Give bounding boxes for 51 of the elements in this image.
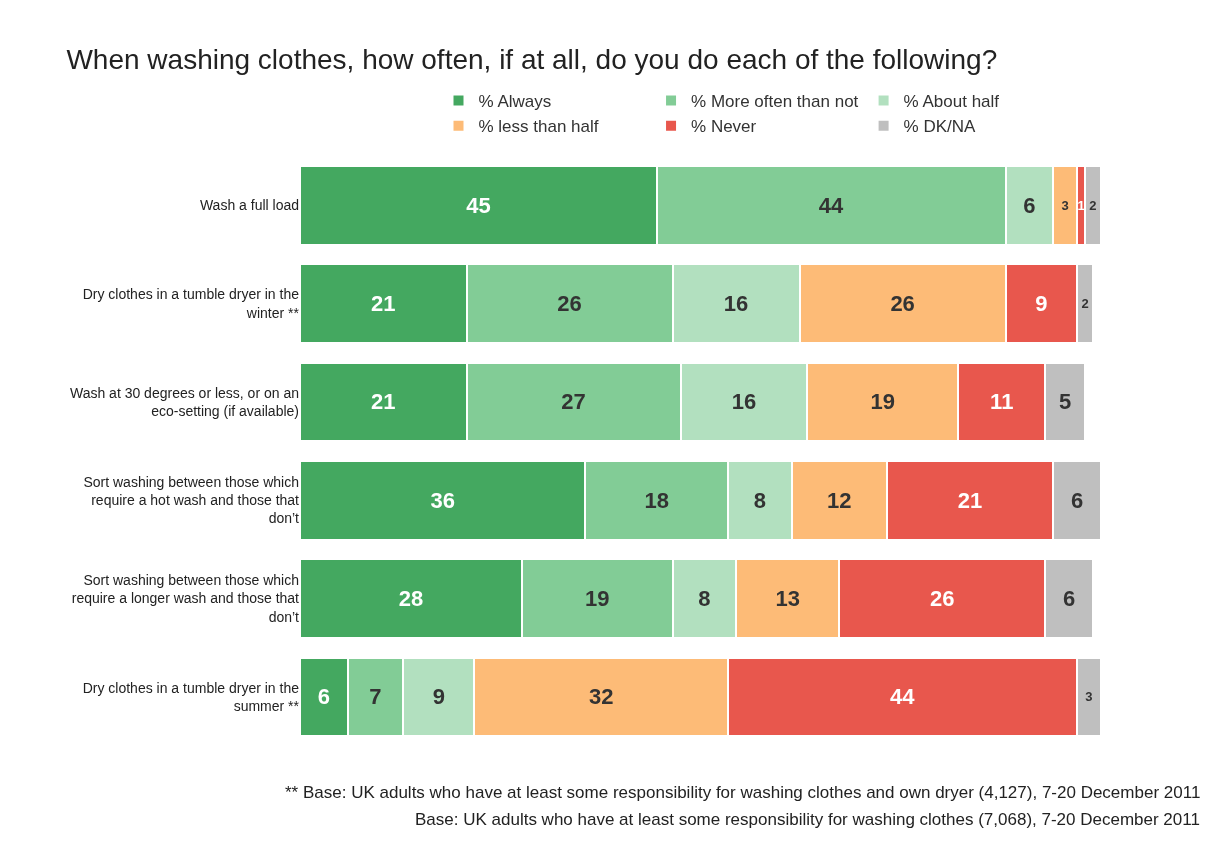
data-label: 16 <box>723 291 749 317</box>
data-label: 32 <box>589 684 614 710</box>
data-label: 6 <box>317 684 330 710</box>
data-label: 44 <box>890 684 916 710</box>
data-label: 19 <box>870 389 896 415</box>
text: ** Base: UK adults who have at least some responsibility for washing clothes and own dryer (4,127), 7-20 December 2011 <box>285 783 1201 802</box>
data-label: 8 <box>698 586 711 612</box>
data-label: 9 <box>1035 291 1048 317</box>
data-label: 12 <box>826 487 852 513</box>
chart-title: When washing clothes, how often, if at all, do you do each of the following? <box>66 43 998 75</box>
y-tick-label: Wash at 30 degrees or less, or on an eco-setting (if available) <box>69 384 299 419</box>
legend-label: % DK/NA <box>903 117 977 137</box>
data-label: 26 <box>557 291 582 317</box>
data-label: 6 <box>1023 192 1036 218</box>
data-label: 3 <box>1061 197 1069 213</box>
text: Base: UK adults who have at least some responsibility for washing clothes (7,068), 7-20 December 2011 <box>415 810 1200 829</box>
data-label: 26 <box>890 291 915 317</box>
data-label: 27 <box>561 389 586 415</box>
legend-label: % less than half <box>478 117 599 137</box>
data-label: 11 <box>990 389 1014 415</box>
data-label: 5 <box>1059 389 1072 415</box>
data-label: 26 <box>930 586 955 612</box>
legend-label: % More often than not <box>691 92 859 112</box>
data-label: 2 <box>1089 197 1097 213</box>
data-label: 19 <box>585 586 610 612</box>
data-label: 2 <box>1081 296 1089 312</box>
legend-label: % Always <box>478 92 552 112</box>
data-label: 7 <box>369 684 382 710</box>
data-label: 6 <box>1063 586 1076 612</box>
data-label: 8 <box>753 487 767 513</box>
y-tick-label: Sort washing between those which require a hot wash and those that don’t <box>83 473 300 527</box>
data-label: 18 <box>644 487 670 513</box>
data-label: 28 <box>398 586 424 612</box>
y-tick-label: Wash a full load <box>199 197 299 214</box>
y-tick-label: Dry clothes in a tumble dryer in the summer ** <box>82 679 300 714</box>
data-label: 16 <box>731 389 757 415</box>
data-label: 6 <box>1070 487 1084 513</box>
legend-label: % Never <box>691 117 757 137</box>
data-label: 1 <box>1077 197 1085 213</box>
data-label: 3 <box>1085 689 1093 705</box>
data-label: 9 <box>432 684 445 710</box>
y-tick-label: Sort washing between those which require a longer wash and those that don’t <box>71 572 300 625</box>
data-label: 36 <box>430 487 455 513</box>
data-label: 44 <box>818 192 844 218</box>
data-label: 21 <box>371 389 396 415</box>
y-tick-label: Dry clothes in a tumble dryer in the winter ** <box>82 286 300 321</box>
data-label: 21 <box>957 487 983 513</box>
legend-label: % About half <box>903 92 1000 112</box>
data-label: 13 <box>775 586 800 612</box>
data-label: 45 <box>466 192 491 218</box>
data-label: 21 <box>371 291 396 317</box>
